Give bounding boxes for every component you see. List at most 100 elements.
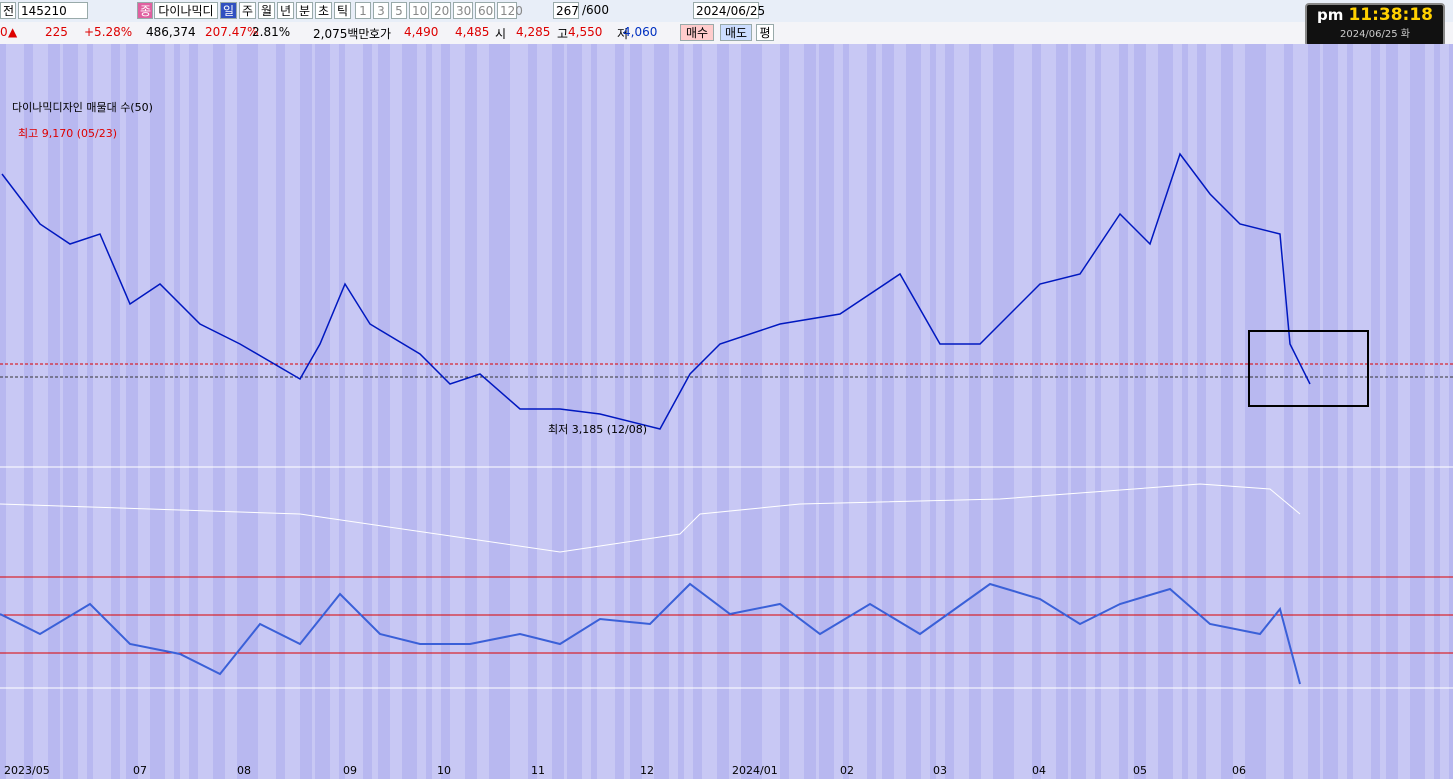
clock-date: 2024/06/25 화 <box>1339 29 1410 40</box>
3[interactable]: 년 <box>277 2 294 19</box>
amount: 2,075백만 <box>313 27 370 41</box>
oscillator-trace <box>0 582 1301 685</box>
change-pct: +5.28% <box>84 25 133 39</box>
stripe <box>1449 44 1453 779</box>
2[interactable]: 5 <box>391 2 407 19</box>
name: 다이나믹디 <box>154 2 218 19</box>
buy[interactable]: 매수 <box>680 24 714 41</box>
stripe <box>504 44 510 779</box>
stripe <box>237 44 252 779</box>
6[interactable]: 틱 <box>334 2 351 19</box>
1[interactable]: 3 <box>373 2 389 19</box>
toolbar: 전 145210 종 다이나믹디 일 주 월 년 분 초 틱 1 3 5 10 20 30 60 120 267/60… <box>0 0 1453 22</box>
0[interactable]: 일 <box>220 2 237 19</box>
ask-label: 호가 <box>369 27 392 41</box>
stripe <box>378 44 390 779</box>
month-label: 11 <box>531 764 545 777</box>
month-label: 2024/01 <box>732 764 778 777</box>
stripe <box>717 44 729 779</box>
4[interactable]: 20 <box>431 2 451 19</box>
stripe <box>906 44 921 779</box>
stripe <box>189 44 198 779</box>
0[interactable]: 1 <box>355 2 371 19</box>
ask: 4,490 <box>404 25 439 39</box>
3[interactable]: 10 <box>409 2 429 19</box>
stripe <box>654 44 669 779</box>
change: 225 <box>45 25 68 39</box>
code[interactable]: 145210 <box>18 2 88 19</box>
stripe <box>63 44 78 779</box>
stripe <box>252 44 258 779</box>
5[interactable]: 30 <box>453 2 473 19</box>
open-label: 시 <box>495 27 507 41</box>
month-label: 09 <box>343 764 357 777</box>
high: 4,550 <box>568 25 603 39</box>
highlight-box <box>1248 330 1369 407</box>
low: 4,060 <box>623 25 658 39</box>
volume-ratio-trace <box>0 483 1301 553</box>
stripe <box>1434 44 1440 779</box>
stripe <box>1071 44 1086 779</box>
high-note: 최고 9,170 (05/23) <box>18 127 117 140</box>
stripe <box>528 44 537 779</box>
stripe <box>1032 44 1041 779</box>
stripe <box>339 44 345 779</box>
stripe <box>819 44 834 779</box>
stripe <box>1221 44 1233 779</box>
stripe <box>630 44 642 779</box>
stripe <box>867 44 876 779</box>
6[interactable]: 60 <box>475 2 495 19</box>
stripe <box>315 44 330 779</box>
5[interactable]: 초 <box>315 2 332 19</box>
stripe <box>465 44 477 779</box>
stripe <box>363 44 372 779</box>
7[interactable]: 120 <box>497 2 523 19</box>
sell[interactable]: 매도 <box>720 24 752 41</box>
legend: 다이나믹디자인 매물대 수(50) <box>12 101 153 114</box>
month-label: 08 <box>237 764 251 777</box>
stripe <box>1158 44 1173 779</box>
volume: 486,374 <box>146 25 196 39</box>
badge: 종 <box>137 2 153 19</box>
stripe <box>213 44 225 779</box>
stripe <box>48 44 60 779</box>
month-label: 04 <box>1032 764 1046 777</box>
arrow: ▲ <box>8 25 18 39</box>
stripe <box>678 44 684 779</box>
4[interactable]: 분 <box>296 2 313 19</box>
month-label: 07 <box>133 764 147 777</box>
open: 4,285 <box>516 25 551 39</box>
month-label: 03 <box>933 764 947 777</box>
stripe <box>426 44 432 779</box>
stripe <box>1134 44 1146 779</box>
time: 11:38:18 <box>1348 5 1434 25</box>
1[interactable]: 주 <box>239 2 256 19</box>
price-trace <box>1 152 1311 430</box>
stripe <box>300 44 312 779</box>
bid: 4,485 <box>455 25 490 39</box>
low-note: 최저 3,185 (12/08) <box>548 423 647 436</box>
stripe <box>1260 44 1266 779</box>
market[interactable]: 전 <box>0 2 16 19</box>
stripe <box>1410 44 1425 779</box>
stripe <box>150 44 165 779</box>
month-label: 12 <box>640 764 654 777</box>
lead: 0 <box>0 25 8 39</box>
stripe <box>24 44 33 779</box>
chart: 다이나믹디자인 매물대 수(50) 최고 9,170 (05/23) 최저 3,… <box>0 44 1453 779</box>
stripe <box>0 44 6 779</box>
stripe <box>87 44 93 779</box>
stripe <box>111 44 120 779</box>
month-label: 10 <box>437 764 451 777</box>
stripe <box>882 44 894 779</box>
stripe <box>945 44 954 779</box>
low-label: 저 <box>617 27 629 41</box>
ampm: pm <box>1316 6 1344 24</box>
avg[interactable]: 평 <box>756 24 774 41</box>
2[interactable]: 월 <box>258 2 275 19</box>
stripe <box>276 44 285 779</box>
count-max: /600 <box>582 3 609 17</box>
clock: pm 11:38:18 2024/06/25 화 <box>1305 3 1445 47</box>
quote-row: 0 ▲ 225 +5.28% 486,374 207.47% 2.81% 2,075백만 호가 4… <box>0 22 1453 44</box>
